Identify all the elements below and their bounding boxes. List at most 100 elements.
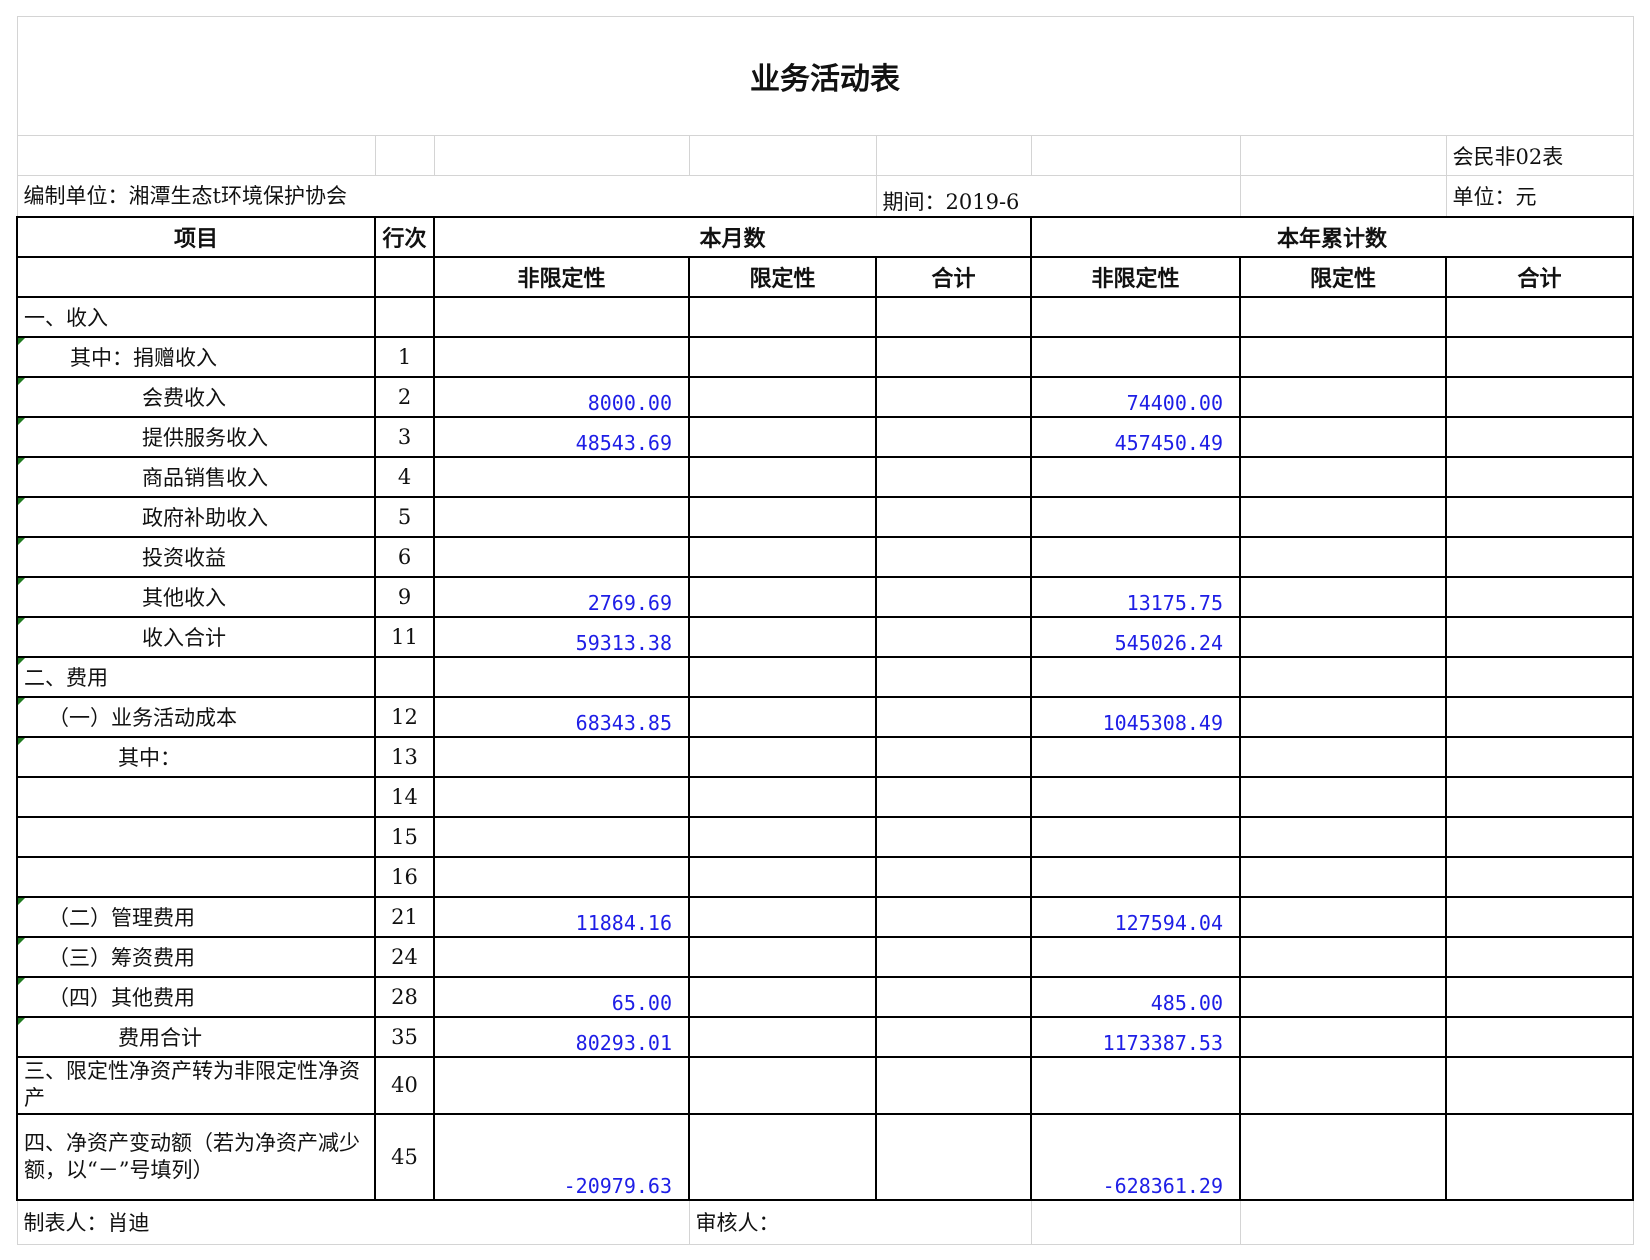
value-ytd-restricted[interactable]	[1239, 695, 1447, 738]
value-month-unrestricted[interactable]	[433, 1055, 690, 1115]
value-month-total[interactable]	[875, 975, 1032, 1018]
value-month-unrestricted[interactable]: 8000.00	[433, 375, 690, 418]
row-item-label[interactable]: 投资收益	[16, 535, 376, 578]
value-month-unrestricted[interactable]	[433, 455, 690, 498]
value-month-unrestricted[interactable]: 68343.85	[433, 695, 690, 738]
value-ytd-restricted[interactable]	[1239, 1112, 1447, 1201]
value-ytd-total[interactable]	[1445, 775, 1634, 818]
header-month-total[interactable]: 合计	[875, 255, 1032, 298]
value-ytd-restricted[interactable]	[1239, 855, 1447, 898]
header-ytd-total[interactable]: 合计	[1445, 255, 1634, 298]
row-line-no[interactable]: 24	[374, 935, 435, 978]
value-month-total[interactable]	[875, 335, 1032, 378]
value-ytd-unrestricted[interactable]	[1030, 935, 1241, 978]
row-line-no[interactable]: 45	[374, 1112, 435, 1201]
value-ytd-restricted[interactable]	[1239, 615, 1447, 658]
value-month-total[interactable]	[875, 615, 1032, 658]
value-ytd-unrestricted[interactable]: 74400.00	[1030, 375, 1241, 418]
value-month-total[interactable]	[875, 735, 1032, 778]
value-month-restricted[interactable]	[688, 1112, 877, 1201]
value-month-total[interactable]	[875, 1055, 1032, 1115]
cell[interactable]	[16, 135, 376, 176]
value-ytd-restricted[interactable]	[1239, 975, 1447, 1018]
cell[interactable]	[1030, 1199, 1241, 1245]
row-item-label[interactable]: 会费收入	[16, 375, 376, 418]
cell[interactable]	[1030, 135, 1241, 176]
form-code[interactable]: 会民非02表	[1445, 135, 1634, 176]
value-month-restricted[interactable]	[688, 935, 877, 978]
value-ytd-total[interactable]	[1445, 535, 1634, 578]
value-ytd-restricted[interactable]	[1239, 495, 1447, 538]
value-ytd-unrestricted[interactable]: 1173387.53	[1030, 1015, 1241, 1058]
value-ytd-total[interactable]	[1445, 455, 1634, 498]
row-line-no[interactable]: 9	[374, 575, 435, 618]
value-ytd-unrestricted[interactable]: -628361.29	[1030, 1112, 1241, 1201]
value-ytd-restricted[interactable]	[1239, 775, 1447, 818]
value-month-restricted[interactable]	[688, 335, 877, 378]
value-ytd-unrestricted[interactable]	[1030, 295, 1241, 338]
value-month-restricted[interactable]	[688, 375, 877, 418]
row-item-label[interactable]: 收入合计	[16, 615, 376, 658]
row-line-no[interactable]: 14	[374, 775, 435, 818]
value-month-restricted[interactable]	[688, 575, 877, 618]
row-item-label[interactable]: 四、净资产变动额（若为净资产减少额，以“－”号填列）	[16, 1112, 376, 1201]
value-ytd-total[interactable]	[1445, 575, 1634, 618]
org-label[interactable]: 编制单位：湘潭生态t环境保护协会	[16, 175, 877, 217]
cell[interactable]	[688, 135, 877, 176]
value-ytd-total[interactable]	[1445, 655, 1634, 698]
row-line-no[interactable]: 1	[374, 335, 435, 378]
value-month-restricted[interactable]	[688, 815, 877, 858]
value-month-restricted[interactable]	[688, 615, 877, 658]
value-month-unrestricted[interactable]	[433, 815, 690, 858]
value-ytd-unrestricted[interactable]: 485.00	[1030, 975, 1241, 1018]
row-line-no[interactable]	[374, 655, 435, 698]
value-month-total[interactable]	[875, 775, 1032, 818]
row-line-no[interactable]: 11	[374, 615, 435, 658]
value-ytd-total[interactable]	[1445, 1112, 1634, 1201]
value-ytd-unrestricted[interactable]: 13175.75	[1030, 575, 1241, 618]
row-line-no[interactable]: 40	[374, 1055, 435, 1115]
value-month-unrestricted[interactable]: 65.00	[433, 975, 690, 1018]
value-ytd-restricted[interactable]	[1239, 575, 1447, 618]
row-line-no[interactable]: 35	[374, 1015, 435, 1058]
value-ytd-restricted[interactable]	[1239, 295, 1447, 338]
header-blank[interactable]	[374, 255, 435, 298]
value-month-restricted[interactable]	[688, 655, 877, 698]
row-line-no[interactable]: 5	[374, 495, 435, 538]
value-month-unrestricted[interactable]	[433, 495, 690, 538]
value-month-total[interactable]	[875, 415, 1032, 458]
value-month-unrestricted[interactable]: 48543.69	[433, 415, 690, 458]
value-ytd-unrestricted[interactable]: 1045308.49	[1030, 695, 1241, 738]
header-line-no[interactable]: 行次	[374, 215, 435, 258]
value-month-restricted[interactable]	[688, 775, 877, 818]
value-month-restricted[interactable]	[688, 535, 877, 578]
preparer-label[interactable]: 制表人：肖迪	[16, 1199, 690, 1245]
value-ytd-unrestricted[interactable]	[1030, 1055, 1241, 1115]
value-month-total[interactable]	[875, 1112, 1032, 1201]
row-line-no[interactable]: 15	[374, 815, 435, 858]
value-ytd-total[interactable]	[1445, 615, 1634, 658]
value-ytd-unrestricted[interactable]: 545026.24	[1030, 615, 1241, 658]
row-line-no[interactable]: 13	[374, 735, 435, 778]
value-month-restricted[interactable]	[688, 735, 877, 778]
header-month-restricted[interactable]: 限定性	[688, 255, 877, 298]
value-ytd-restricted[interactable]	[1239, 655, 1447, 698]
cell[interactable]	[433, 135, 690, 176]
value-ytd-restricted[interactable]	[1239, 1015, 1447, 1058]
row-line-no[interactable]: 16	[374, 855, 435, 898]
value-month-unrestricted[interactable]	[433, 655, 690, 698]
value-ytd-unrestricted[interactable]: 457450.49	[1030, 415, 1241, 458]
row-item-label[interactable]: （二）管理费用	[16, 895, 376, 938]
value-ytd-unrestricted[interactable]	[1030, 495, 1241, 538]
row-item-label[interactable]	[16, 775, 376, 818]
row-item-label[interactable]: （四）其他费用	[16, 975, 376, 1018]
cell[interactable]	[1239, 135, 1447, 176]
value-ytd-unrestricted[interactable]	[1030, 735, 1241, 778]
value-ytd-total[interactable]	[1445, 695, 1634, 738]
row-item-label[interactable]: 一、收入	[16, 295, 376, 338]
row-item-label[interactable]: 商品销售收入	[16, 455, 376, 498]
value-ytd-total[interactable]	[1445, 815, 1634, 858]
unit-label[interactable]: 单位：元	[1445, 175, 1634, 217]
value-ytd-total[interactable]	[1445, 495, 1634, 538]
sheet-title[interactable]: 业务活动表	[16, 16, 1634, 136]
